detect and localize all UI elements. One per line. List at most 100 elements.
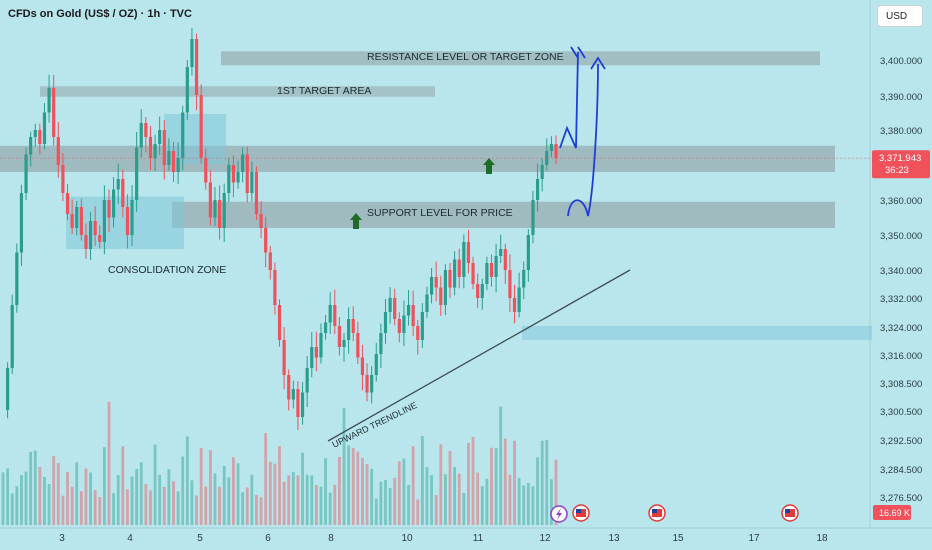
candle-body: [199, 95, 203, 158]
volume-bar: [453, 466, 457, 525]
candle-body: [517, 287, 521, 312]
candle-body: [144, 123, 148, 137]
support-zone: [172, 201, 835, 228]
volume-bar: [278, 446, 281, 525]
price-tag-value: 3,371.943: [879, 153, 921, 164]
volume-bar: [526, 482, 530, 525]
volume-bar: [301, 452, 304, 525]
candle-body: [512, 298, 517, 312]
candle-body: [300, 392, 305, 417]
volume-bar: [52, 456, 56, 525]
candle-body: [535, 179, 540, 200]
volume-bar: [268, 461, 272, 525]
candle-body: [121, 179, 125, 207]
candle-body: [139, 123, 143, 148]
volume-bar: [370, 468, 374, 525]
volume-bar: [407, 484, 410, 525]
volume-bar: [255, 494, 258, 525]
candle-body: [287, 375, 291, 400]
currency-button[interactable]: USD: [877, 5, 923, 27]
volume-bar: [536, 457, 539, 525]
volume-bar: [513, 440, 516, 525]
projection-path-2: [567, 63, 599, 217]
x-axis-tick-label: 11: [473, 533, 484, 544]
volume-bar: [499, 406, 503, 525]
x-axis-tick-label: 12: [539, 533, 551, 544]
volume-bar: [245, 487, 249, 525]
candle-body: [236, 172, 240, 183]
candle-body: [70, 214, 74, 228]
candle-body: [268, 252, 272, 270]
x-axis-tick-label: 10: [401, 533, 413, 544]
candle-body: [434, 277, 438, 288]
candle-body: [457, 259, 461, 277]
arrowhead-1-icon: [570, 46, 586, 59]
y-axis-tick-label: 3,308.500: [880, 379, 922, 390]
candle-body: [337, 326, 342, 347]
volume-bar: [84, 468, 88, 525]
volume-bar: [79, 491, 83, 525]
upper-band-zone: [0, 145, 835, 172]
candle-body: [185, 67, 189, 113]
candle-body: [61, 165, 65, 193]
candle-body: [213, 200, 217, 218]
consolidation-label: CONSOLIDATION ZONE: [108, 264, 226, 276]
volume-bar: [208, 450, 212, 525]
volume-bar: [199, 447, 203, 525]
candle-body: [319, 333, 323, 358]
volume-bar: [213, 473, 217, 525]
candle-body: [107, 200, 111, 218]
volume-bar: [425, 467, 429, 525]
volume-bar: [190, 480, 194, 525]
volume-bar: [204, 486, 208, 525]
volume-bar: [172, 481, 175, 525]
candle-body: [47, 88, 51, 113]
candle-body: [254, 172, 259, 214]
volume-bar: [434, 494, 438, 525]
candle-body: [162, 130, 166, 165]
candle-body: [65, 193, 70, 214]
volume-bar: [29, 451, 33, 525]
candle-body: [388, 298, 392, 312]
candle-body: [471, 263, 475, 284]
candle-body: [33, 130, 37, 137]
volume-bar: [388, 487, 392, 525]
candle-body: [264, 228, 268, 253]
volume-bar: [139, 462, 143, 525]
volume-bar: [162, 486, 166, 525]
volume-bar: [324, 458, 327, 525]
y-axis-tick-label: 3,284.500: [880, 465, 922, 476]
green-up-arrow-icon: [483, 158, 495, 174]
candle-body: [190, 39, 194, 67]
volume-bar: [10, 493, 14, 525]
volume-bar: [328, 492, 332, 525]
volume-bar: [379, 481, 383, 525]
volume-bar: [116, 475, 120, 525]
volume-bar: [310, 475, 314, 525]
candle-body: [351, 319, 355, 333]
y-axis-tick-label: 3,276.500: [880, 493, 922, 504]
candle-body: [296, 389, 300, 417]
volume-bar: [61, 495, 65, 525]
volume-bar: [158, 474, 162, 525]
candle-body: [204, 158, 208, 183]
y-axis-tick-label: 3,350.000: [880, 231, 922, 242]
x-axis-tick-label: 8: [328, 533, 334, 544]
volume-bar: [75, 462, 79, 525]
volume-bar: [20, 475, 23, 525]
volume-bar: [384, 479, 387, 525]
candle-body: [485, 263, 489, 284]
volume-bar: [319, 486, 323, 525]
arrowhead-2-icon: [590, 56, 606, 70]
support-label: SUPPORT LEVEL FOR PRICE: [367, 207, 513, 219]
candle-body: [6, 368, 10, 410]
candle-body: [222, 193, 226, 228]
candle-body: [554, 144, 558, 158]
x-axis-tick-label: 5: [197, 533, 203, 544]
candle-body: [425, 294, 429, 312]
candle-body: [462, 242, 466, 277]
volume-bar: [545, 440, 549, 525]
y-axis-tick-label: 3,360.000: [880, 196, 922, 207]
candle-body: [181, 112, 185, 158]
